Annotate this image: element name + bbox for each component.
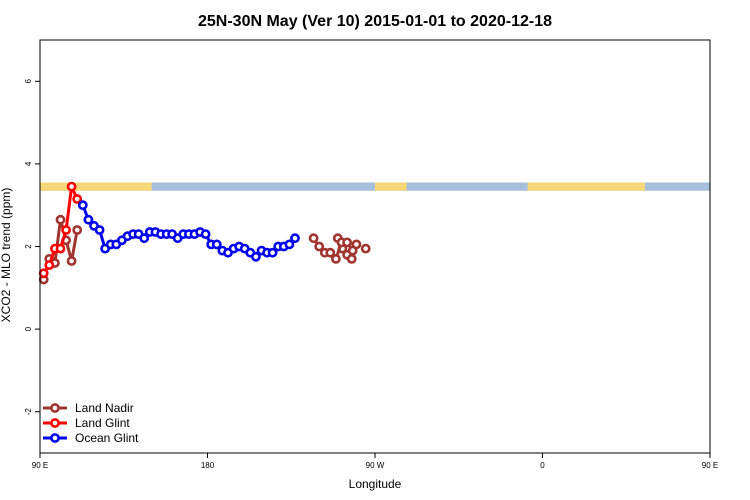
data-point bbox=[61, 225, 71, 235]
data-point bbox=[325, 247, 336, 258]
data-point bbox=[250, 251, 261, 262]
legend-marker bbox=[50, 403, 60, 413]
y-tick-label: 2 bbox=[24, 244, 33, 249]
data-point bbox=[330, 253, 341, 264]
data-point bbox=[346, 253, 357, 264]
plot-frame bbox=[39, 39, 711, 454]
legend-item-land-nadir: Land Nadir bbox=[43, 401, 134, 415]
series-ocean-glint bbox=[77, 200, 300, 262]
y-axis-ticks: -2 0 2 4 6 bbox=[24, 79, 40, 416]
chart-title: 25N-30N May (Ver 10) 2015-01-01 to 2020-… bbox=[198, 13, 552, 30]
data-point bbox=[139, 233, 150, 244]
data-point bbox=[55, 214, 66, 225]
data-point bbox=[38, 268, 49, 279]
x-tick-label: 90 E bbox=[702, 461, 718, 470]
legend-label: Land Nadir bbox=[75, 401, 134, 415]
data-point bbox=[347, 245, 358, 256]
data-point bbox=[290, 233, 300, 244]
data-point bbox=[66, 256, 77, 266]
data-point bbox=[267, 247, 278, 258]
x-axis-ticks: 90 E 180 90 W 0 90 E bbox=[32, 453, 718, 470]
land-band-segment bbox=[375, 182, 407, 191]
data-point bbox=[360, 243, 371, 254]
legend-marker bbox=[50, 418, 60, 428]
legend-item-land-glint: Land Glint bbox=[43, 416, 130, 430]
data-point bbox=[342, 237, 352, 248]
y-axis-label: XCO2 - MLO trend (ppm) bbox=[0, 188, 13, 323]
x-tick-label: 90 W bbox=[366, 461, 385, 470]
data-point bbox=[44, 260, 55, 270]
plot-series bbox=[38, 181, 371, 285]
data-point bbox=[72, 225, 83, 235]
x-axis-label: Longitude bbox=[349, 477, 402, 491]
legend-marker bbox=[50, 433, 60, 443]
data-point bbox=[200, 229, 211, 239]
data-point bbox=[308, 233, 319, 244]
data-point bbox=[314, 241, 325, 252]
data-point bbox=[66, 181, 77, 192]
data-point bbox=[55, 243, 66, 254]
legend-label: Land Glint bbox=[75, 416, 130, 430]
x-tick-label: 0 bbox=[540, 461, 545, 470]
x-tick-label: 180 bbox=[201, 461, 215, 470]
land-band-segment bbox=[40, 182, 152, 191]
data-point bbox=[284, 239, 295, 250]
x-tick-label: 90 E bbox=[32, 461, 48, 470]
land-band-segment bbox=[527, 182, 645, 191]
y-tick-label: 4 bbox=[24, 161, 33, 166]
series-land-glint bbox=[38, 181, 83, 279]
y-tick-label: 0 bbox=[24, 326, 33, 331]
data-point bbox=[94, 225, 105, 235]
data-point bbox=[211, 239, 222, 250]
y-tick-label: -2 bbox=[24, 408, 33, 416]
data-point bbox=[72, 194, 83, 204]
legend-item-ocean-glint: Ocean Glint bbox=[43, 431, 139, 445]
series-land-nadir bbox=[38, 214, 371, 285]
data-point bbox=[83, 214, 94, 225]
data-point bbox=[77, 200, 88, 211]
y-tick-label: 6 bbox=[24, 79, 33, 84]
series-land-nadir bbox=[308, 233, 358, 264]
land-ocean-band bbox=[40, 182, 710, 191]
legend-label: Ocean Glint bbox=[75, 431, 139, 445]
